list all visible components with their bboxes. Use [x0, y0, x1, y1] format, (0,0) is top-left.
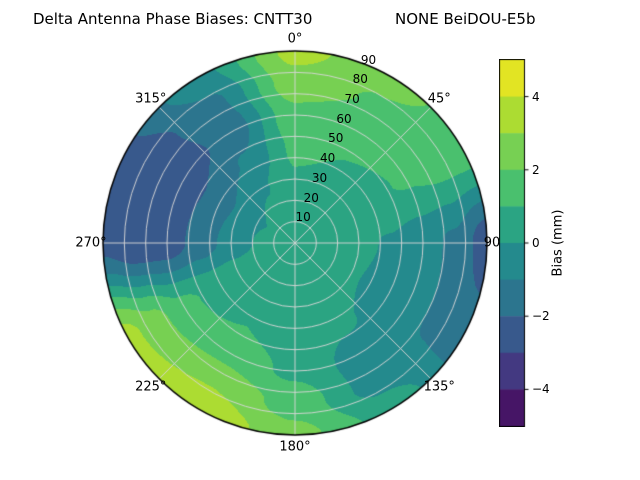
- theta-tick-label: 135°: [423, 379, 455, 395]
- theta-tick-label: 315°: [135, 91, 167, 107]
- chart-title-signal: NONE BeiDOU-E5b: [395, 10, 536, 28]
- colorbar-tick-label: −2: [532, 309, 550, 324]
- colorbar-tick-label: 0: [532, 236, 540, 250]
- colorbar-tick-label: −4: [532, 382, 550, 397]
- theta-tick-label: 180°: [279, 439, 311, 455]
- radial-tick-label: 90: [360, 52, 377, 67]
- chart-title: Delta Antenna Phase Biases: CNTT30: [33, 10, 313, 28]
- radial-tick-label: 60: [336, 111, 352, 126]
- radial-tick-label: 70: [344, 92, 360, 107]
- radial-tick-label: 40: [320, 151, 336, 166]
- polar-heatmap-canvas: [100, 48, 490, 438]
- colorbar-canvas: [499, 59, 533, 427]
- radial-tick-label: 30: [311, 170, 328, 185]
- radial-tick-label: 20: [303, 190, 319, 205]
- theta-tick-label: 0°: [287, 31, 303, 47]
- theta-tick-label: 225°: [135, 379, 167, 395]
- theta-tick-label: 90: [483, 235, 501, 251]
- colorbar-axis-label: Bias (mm): [550, 209, 566, 277]
- radial-tick-label: 10: [295, 210, 311, 225]
- radial-tick-label: 50: [328, 131, 344, 146]
- theta-tick-label: 45°: [427, 91, 451, 107]
- radial-tick-label: 80: [352, 72, 368, 87]
- colorbar-tick-label: 2: [532, 162, 540, 177]
- colorbar-tick-label: 4: [532, 89, 540, 104]
- theta-tick-label: 270°: [75, 235, 107, 251]
